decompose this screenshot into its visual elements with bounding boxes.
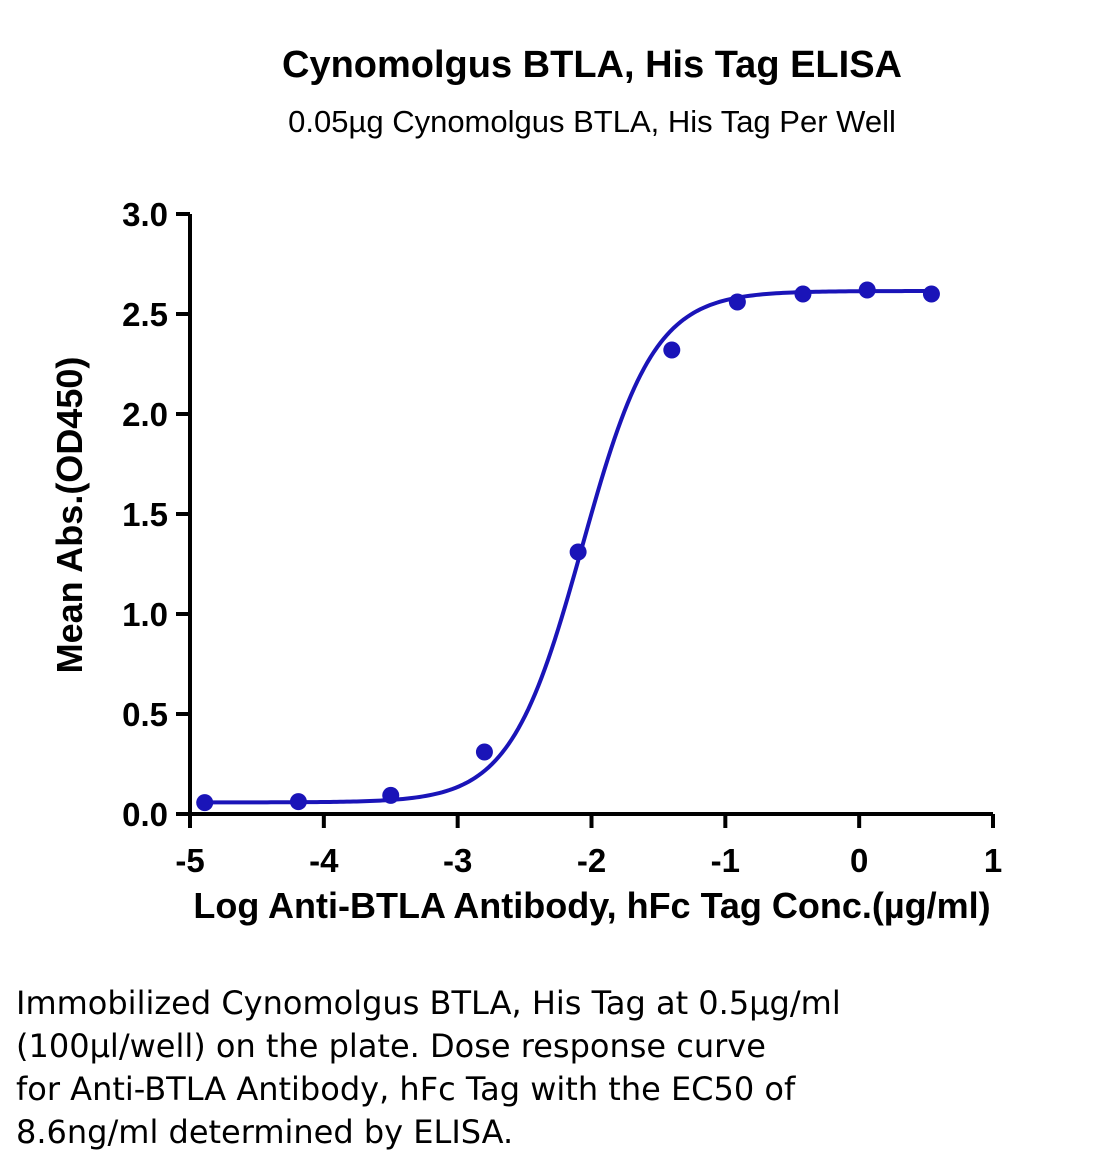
fit-curve-layer bbox=[204, 289, 932, 805]
y-tick-label: 1.0 bbox=[122, 596, 168, 633]
x-tick-label: 0 bbox=[850, 842, 868, 879]
data-point bbox=[196, 794, 214, 812]
caption-line-1: Immobilized Cynomolgus BTLA, His Tag at … bbox=[16, 984, 841, 1022]
data-point bbox=[794, 285, 812, 303]
y-tick-label: 3.0 bbox=[122, 196, 168, 233]
data-point bbox=[922, 285, 940, 303]
y-tick-label: 2.0 bbox=[122, 396, 168, 433]
x-tick-label: -2 bbox=[577, 842, 606, 879]
data-point bbox=[663, 341, 681, 359]
x-tick-label: 1 bbox=[984, 842, 1002, 879]
chart-subtitle: 0.05µg Cynomolgus BTLA, His Tag Per Well bbox=[288, 104, 896, 139]
x-tick-label: -3 bbox=[443, 842, 472, 879]
y-tick-label: 0.5 bbox=[122, 696, 168, 733]
x-tick-label: -1 bbox=[711, 842, 740, 879]
data-point bbox=[475, 743, 493, 761]
caption-line-2: (100µl/well) on the plate. Dose response… bbox=[16, 1027, 766, 1065]
data-point bbox=[728, 293, 746, 311]
fit-curve bbox=[204, 289, 932, 805]
caption-line-3: for Anti-BTLA Antibody, hFc Tag with the… bbox=[16, 1070, 796, 1108]
caption: Immobilized Cynomolgus BTLA, His Tag at … bbox=[16, 982, 1096, 1154]
y-tick-label: 2.5 bbox=[122, 296, 168, 333]
data-point bbox=[382, 786, 400, 804]
data-point bbox=[569, 543, 587, 561]
data-point bbox=[858, 281, 876, 299]
y-tick-label: 1.5 bbox=[122, 496, 168, 533]
y-axis-label: Mean Abs.(OD450) bbox=[49, 357, 90, 674]
y-tick-label: 0.0 bbox=[122, 796, 168, 833]
x-axis-label: Log Anti-BTLA Antibody, hFc Tag Conc.(µg… bbox=[193, 885, 990, 926]
data-points bbox=[196, 281, 940, 812]
x-tick-label: -4 bbox=[309, 842, 339, 879]
chart-title: Cynomolgus BTLA, His Tag ELISA bbox=[282, 44, 902, 86]
chart-svg: 0.0 0.5 1.0 1.5 2.0 2.5 3.0 -5 -4 -3 -2 -1 0 1 Log An… bbox=[49, 196, 1002, 926]
ticks: 0.0 0.5 1.0 1.5 2.0 2.5 3.0 -5 -4 -3 -2 -1 0 1 bbox=[122, 196, 1002, 879]
caption-line-4: 8.6ng/ml determined by ELISA. bbox=[16, 1113, 514, 1151]
data-point bbox=[289, 793, 307, 811]
x-tick-label: -5 bbox=[175, 842, 204, 879]
